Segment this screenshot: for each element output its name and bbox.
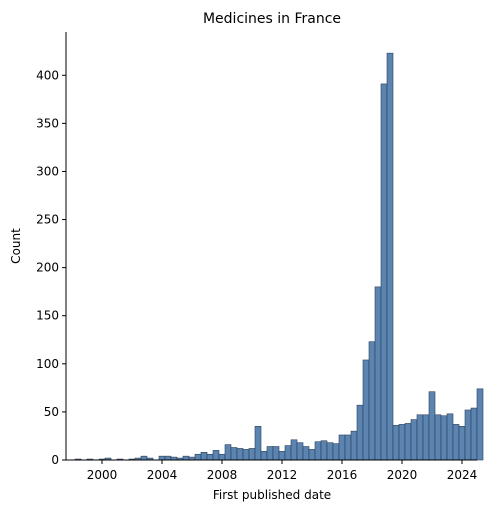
histogram-bar [140, 455, 148, 461]
histogram-bar [254, 426, 262, 461]
histogram-bar [338, 434, 346, 461]
x-tick-label: 2016 [327, 468, 358, 482]
histogram-bar [452, 424, 460, 461]
histogram-bar [260, 451, 268, 461]
histogram-bar [308, 449, 316, 461]
histogram-bar [296, 442, 304, 461]
histogram-bar [398, 424, 406, 461]
x-tick-label: 2008 [207, 468, 238, 482]
x-tick-label: 2004 [147, 468, 178, 482]
y-tick-label: 200 [36, 261, 59, 275]
x-tick-label: 2012 [267, 468, 298, 482]
histogram-bar [350, 430, 358, 461]
x-tick-label: 2024 [447, 468, 478, 482]
histogram-bar [284, 445, 292, 461]
histogram-bar [230, 447, 238, 461]
histogram-bar [164, 455, 172, 461]
histogram-bar [200, 452, 208, 461]
x-axis-label: First published date [213, 488, 331, 502]
histogram-bar [218, 453, 226, 461]
x-tick-label: 2000 [87, 468, 118, 482]
y-axis-label: Count [9, 228, 23, 264]
histogram-bar [470, 407, 478, 461]
histogram-bar [416, 414, 424, 461]
histogram-bar [320, 440, 328, 461]
histogram-bar [302, 446, 310, 461]
y-tick-label: 50 [44, 405, 59, 419]
histogram-bar [272, 446, 280, 461]
histogram-bar [194, 453, 202, 461]
histogram-bar [236, 448, 244, 461]
chart-title: Medicines in France [203, 11, 341, 27]
histogram-bar [434, 414, 442, 461]
x-ticks-group: 2000 2004 2008 2012 2016 2020 2024 [87, 460, 478, 482]
histogram-bar [362, 359, 370, 461]
histogram-bar [182, 455, 190, 461]
histogram-bar [380, 83, 388, 461]
y-tick-label: 0 [51, 453, 59, 467]
y-tick-label: 400 [36, 68, 59, 82]
histogram-bar [332, 443, 340, 461]
histogram-bar [248, 448, 256, 461]
y-tick-label: 350 [36, 116, 59, 130]
histogram-bar [374, 286, 382, 461]
bars-group [74, 52, 484, 461]
histogram-bar [242, 449, 250, 461]
histogram-bar [476, 388, 484, 461]
histogram-bar [326, 442, 334, 461]
y-ticks-group: 0 50 100 150 200 250 300 350 400 [36, 68, 66, 467]
histogram-bar [386, 52, 394, 461]
histogram-bar [464, 409, 472, 461]
y-tick-label: 250 [36, 213, 59, 227]
histogram-bar [428, 391, 436, 461]
histogram-bar [410, 419, 418, 461]
histogram-bar [368, 341, 376, 461]
histogram-bar [458, 426, 466, 461]
y-tick-label: 150 [36, 309, 59, 323]
histogram-bar [224, 444, 232, 461]
histogram-bar [314, 441, 322, 461]
y-tick-label: 100 [36, 357, 59, 371]
histogram-bar [446, 413, 454, 461]
histogram-bar [422, 414, 430, 461]
histogram-bar [356, 404, 364, 461]
histogram-bar [212, 450, 220, 461]
x-tick-label: 2020 [387, 468, 418, 482]
histogram-bar [404, 423, 412, 461]
histogram-bar [158, 455, 166, 461]
histogram-bar [392, 425, 400, 461]
y-tick-label: 300 [36, 164, 59, 178]
histogram-bar [206, 453, 214, 461]
histogram-bar [440, 415, 448, 461]
histogram-bar [278, 451, 286, 461]
histogram-bar [290, 439, 298, 461]
histogram-bar [344, 434, 352, 461]
histogram-bar [266, 446, 274, 461]
